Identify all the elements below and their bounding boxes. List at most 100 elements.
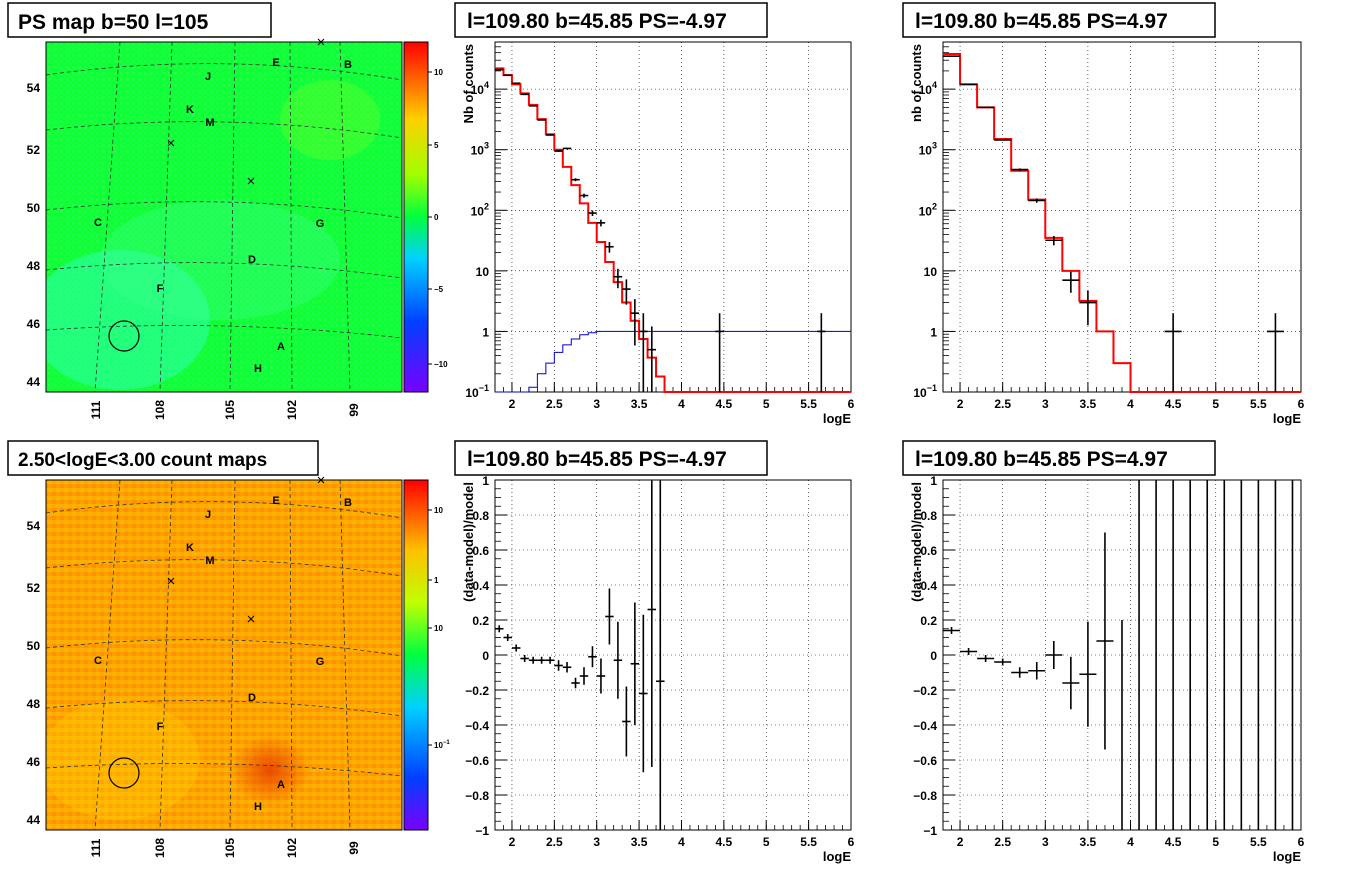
x-tick-label: 3: [1042, 397, 1049, 411]
y-tick-label: 0.6: [472, 544, 489, 558]
count-map-title-box: [7, 440, 319, 476]
x-tick-label: 4.5: [1165, 397, 1182, 411]
chart-title: l=109.80 b=45.85 PS=-4.97: [467, 448, 727, 471]
map-y-tick: 52: [27, 581, 41, 595]
y-tick-label: 1: [930, 325, 937, 339]
count-map-colorbar: [403, 479, 429, 831]
x-tick-label: 5: [763, 835, 770, 849]
x-tick-label: 3: [593, 397, 600, 411]
source-label-h: H: [254, 801, 262, 813]
ps-map-y-ticks: 44 46 48 50 52 54: [27, 81, 41, 389]
count-map-cross-markers: [167, 476, 325, 623]
colorbar-tick-label: 10−1: [434, 740, 450, 750]
y-tick-label: 0.8: [472, 509, 489, 523]
count-map-roi-circle: [108, 757, 140, 789]
residual-chart-ps-negative: l=109.80 b=45.85 PS=-4.97 2 2.5 3 3.5 4 4.5 5 5.…: [454, 440, 855, 864]
ps-map-colorbar-ticks: 10 5 0 −5 −10: [428, 68, 448, 369]
map-x-tick: 105: [223, 838, 237, 858]
y-tick-label: 104: [471, 80, 489, 97]
ps-map-x-ticks: 111 108 105 102 99: [89, 400, 361, 420]
map-y-tick: 54: [27, 519, 41, 533]
chart-title: l=109.80 b=45.85 PS=4.97: [915, 10, 1168, 33]
source-label-b: B: [344, 497, 352, 509]
x-tick-label: 2.5: [994, 397, 1011, 411]
x-tick-label: 6: [848, 835, 855, 849]
x-axis-label: logE: [823, 411, 851, 426]
map-y-tick: 50: [27, 201, 41, 215]
plot-frame: [942, 41, 1302, 393]
ps-map-cross-markers: [167, 38, 325, 185]
map-y-tick: 46: [27, 755, 41, 769]
colorbar-tick-label: 0: [434, 213, 439, 222]
y-tick-label: 0.6: [920, 544, 937, 558]
x-tick-label: 2: [509, 835, 516, 849]
map-x-tick: 111: [89, 838, 103, 857]
source-label-g: G: [316, 656, 325, 668]
ps-map-colorbar: [403, 41, 429, 393]
x-tick-label: 3: [1042, 835, 1049, 849]
map-x-tick: 102: [285, 838, 299, 858]
x-tick-label: 5: [1212, 835, 1219, 849]
x-tick-label: 3.5: [1080, 397, 1097, 411]
y-tick-label: −0.2: [465, 684, 489, 698]
source-label-e: E: [272, 57, 279, 69]
y-tick-label: 0.4: [472, 579, 489, 593]
source-label-m: M: [205, 117, 214, 129]
residual-chart-ps-positive: l=109.80 b=45.85 PS=4.97 2 2.5 3 3.5 4 4.5 5 5.5…: [902, 440, 1305, 864]
count-map-title: 2.50<logE<3.00 count maps: [18, 450, 267, 471]
source-label-h: H: [254, 363, 262, 375]
map-x-tick: 111: [89, 400, 103, 419]
y-tick-label: 0.4: [920, 579, 937, 593]
map-x-tick: 108: [153, 400, 167, 420]
y-tick-label: −0.2: [913, 684, 937, 698]
map-y-tick: 48: [27, 697, 41, 711]
y-tick-label: 1: [482, 325, 489, 339]
count-map-x-ticks: 111 108 105 102 99: [89, 838, 361, 858]
x-tick-label: 2: [509, 397, 516, 411]
x-tick-label: 2: [957, 397, 964, 411]
colorbar-tick-label: 5: [434, 141, 439, 150]
x-tick-label: 2.5: [994, 835, 1011, 849]
source-label-g: G: [316, 218, 325, 230]
source-label-b: B: [344, 59, 352, 71]
map-y-tick: 50: [27, 639, 41, 653]
source-label-c: C: [94, 217, 102, 229]
x-axis-label: logE: [823, 849, 851, 864]
chart-title-box: [902, 2, 1216, 38]
colorbar-tick-label: −10: [434, 360, 448, 369]
map-y-tick: 44: [27, 375, 41, 389]
y-tick-label: 1: [482, 474, 489, 488]
source-label-j: J: [205, 509, 211, 521]
y-tick-label: 0.2: [920, 614, 937, 628]
x-tick-label: 2: [957, 835, 964, 849]
chart-title-box: [902, 440, 1216, 476]
y-tick-label: 104: [919, 80, 937, 97]
x-tick-label: 4.5: [716, 835, 733, 849]
y-axis-label: (data-model)/model: [461, 482, 476, 602]
x-tick-label: 3.5: [631, 397, 648, 411]
source-label-a: A: [277, 341, 285, 353]
map-y-tick: 52: [27, 143, 41, 157]
y-tick-label: −0.6: [913, 754, 937, 768]
source-label-j: J: [205, 71, 211, 83]
colorbar-tick-label: 10: [434, 506, 443, 515]
count-map-colorbar-ticks: 10 1 10 10−1: [428, 506, 450, 750]
y-axis-label: nb of counts: [909, 44, 924, 122]
map-x-tick: 105: [223, 400, 237, 420]
source-label-f: F: [157, 283, 164, 295]
map-x-tick: 99: [347, 841, 361, 855]
colorbar-tick-label: −5: [434, 285, 444, 294]
y-tick-label: 0.2: [472, 614, 489, 628]
ps-map-title: PS map b=50 l=105: [18, 11, 209, 34]
y-tick-label: 0: [930, 649, 937, 663]
plot-frame: [494, 41, 852, 393]
y-tick-label: 10−1: [913, 383, 937, 400]
colorbar-tick-label: 1: [434, 576, 439, 585]
x-tick-label: 5.5: [1250, 835, 1267, 849]
count-map-y-ticks: 44 46 48 50 52 54: [27, 519, 41, 827]
source-label-k: K: [186, 104, 194, 116]
source-label-c: C: [94, 655, 102, 667]
plot-frame: [494, 479, 852, 831]
